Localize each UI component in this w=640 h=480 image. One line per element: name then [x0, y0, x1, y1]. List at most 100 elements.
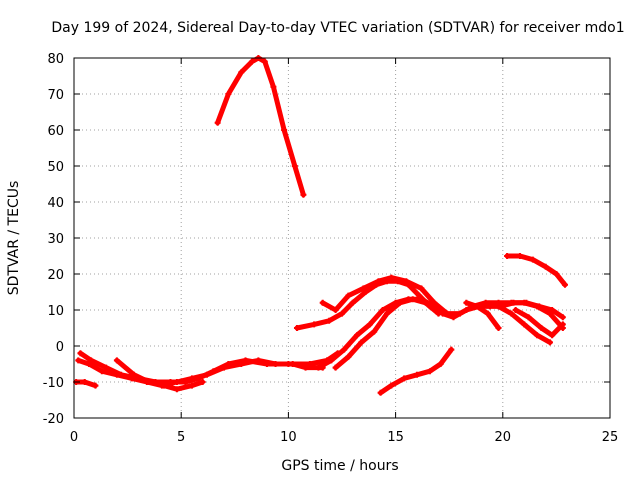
data-point	[549, 332, 556, 339]
data-point	[345, 292, 352, 299]
x-tick-label: 15	[387, 430, 404, 445]
data-point	[414, 371, 421, 378]
data-point	[238, 69, 245, 76]
data-point	[221, 364, 228, 371]
data-point	[315, 364, 322, 371]
data-point	[546, 339, 553, 346]
x-axis-label: GPS time / hours	[281, 458, 398, 474]
data-point	[435, 310, 442, 317]
data-point	[388, 382, 395, 389]
data-point	[161, 382, 168, 389]
x-tick-label: 10	[280, 430, 297, 445]
y-tick-label: 20	[47, 268, 64, 283]
data-point	[349, 299, 356, 306]
data-point	[366, 321, 373, 328]
data-point	[529, 256, 536, 263]
data-point	[401, 375, 408, 382]
data-point	[546, 310, 553, 317]
data-point	[173, 386, 180, 393]
data-point	[403, 278, 410, 285]
x-tick-label: 25	[602, 430, 619, 445]
data-point	[508, 299, 515, 306]
data-point	[463, 299, 470, 306]
data-point	[86, 361, 93, 367]
data-point	[360, 285, 367, 292]
series-line-arc-7	[320, 275, 450, 317]
data-point	[103, 364, 110, 371]
data-point	[553, 271, 560, 277]
grid	[74, 58, 610, 418]
data-point	[293, 325, 300, 331]
data-point	[559, 321, 566, 328]
data-point	[225, 91, 232, 97]
data-point	[332, 364, 339, 371]
tick-labels: 0 5 10 15 20 25 -20 -10 0 10 20 30 40 50 60 70 80	[43, 52, 619, 445]
data-point	[549, 307, 556, 313]
y-axis-label: SDTVAR / TECUs	[6, 181, 22, 296]
data-traces	[73, 55, 568, 396]
data-point	[261, 58, 268, 65]
y-tick-label: 10	[47, 304, 64, 319]
data-point	[525, 314, 532, 321]
data-point	[311, 321, 318, 328]
data-point	[512, 307, 519, 313]
y-tick-label: -10	[43, 376, 64, 391]
data-point	[270, 83, 277, 90]
data-point	[508, 310, 515, 317]
y-tick-label: 50	[47, 160, 64, 175]
data-point	[542, 263, 549, 270]
data-point	[203, 371, 210, 378]
data-point	[328, 357, 335, 364]
data-point	[214, 119, 221, 126]
y-tick-label: 70	[47, 88, 64, 103]
data-point	[422, 299, 429, 306]
data-point	[291, 163, 298, 169]
data-point	[384, 310, 391, 317]
data-point	[375, 278, 382, 285]
data-point	[339, 310, 345, 317]
data-point	[418, 285, 425, 292]
data-point	[377, 389, 384, 396]
y-tick-label: 30	[47, 232, 64, 247]
data-point	[534, 332, 541, 339]
data-point	[448, 346, 455, 353]
data-point	[371, 328, 378, 335]
data-point	[388, 274, 395, 281]
data-point	[358, 339, 365, 346]
data-point	[238, 361, 245, 367]
data-point	[534, 303, 541, 310]
data-point	[248, 58, 255, 65]
data-point	[300, 191, 307, 198]
data-point	[75, 357, 82, 364]
series-line-arc-11	[504, 253, 568, 288]
data-point	[504, 253, 511, 259]
data-point	[559, 314, 566, 321]
data-point	[146, 379, 153, 385]
data-point	[474, 303, 481, 310]
data-point	[332, 307, 339, 313]
data-point	[495, 325, 502, 331]
data-point	[482, 299, 489, 306]
data-point	[188, 382, 195, 389]
data-point	[484, 310, 491, 317]
data-point	[521, 321, 528, 328]
data-point	[426, 368, 433, 375]
series-line-arc-12	[463, 300, 501, 331]
data-point	[128, 375, 135, 382]
data-point	[444, 310, 451, 317]
data-point	[437, 361, 444, 367]
data-point	[92, 382, 99, 389]
y-tick-label: 80	[47, 52, 64, 67]
data-point	[521, 299, 528, 306]
data-point	[319, 299, 326, 306]
axis-ticks	[73, 57, 611, 419]
chart-title: Day 199 of 2024, Sidereal Day-to-day VTE…	[51, 20, 624, 36]
series-line-arc-8	[315, 296, 566, 371]
data-point	[77, 350, 84, 357]
y-tick-label: 0	[56, 340, 64, 355]
series-line-arc-5	[215, 55, 306, 198]
data-point	[345, 353, 352, 360]
data-point	[341, 346, 348, 353]
data-point	[113, 357, 120, 364]
